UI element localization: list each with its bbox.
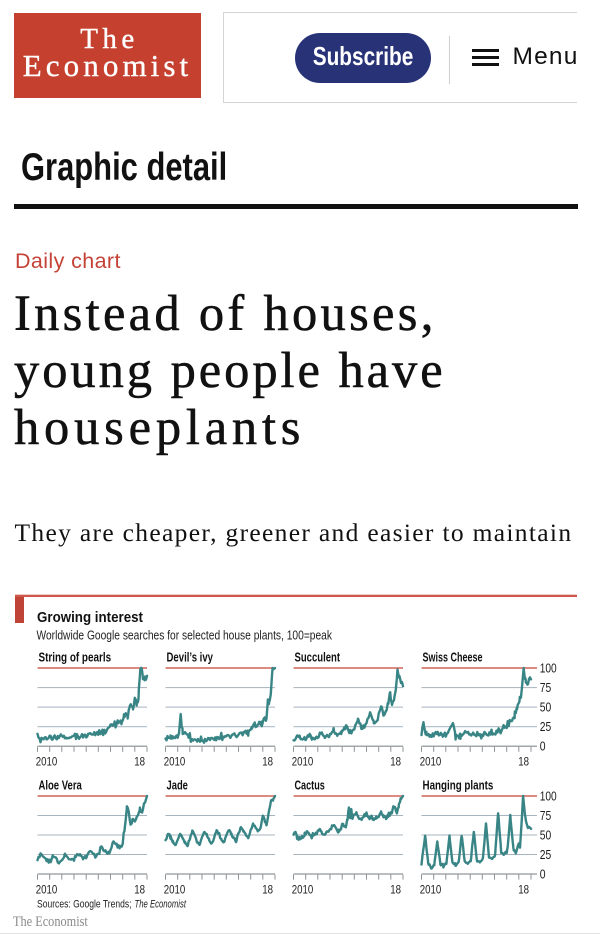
- svg-text:18: 18: [262, 882, 273, 896]
- svg-text:18: 18: [262, 755, 273, 769]
- svg-text:2010: 2010: [36, 882, 58, 896]
- svg-text:Succulent: Succulent: [295, 651, 341, 665]
- svg-text:Swiss Cheese: Swiss Cheese: [423, 651, 483, 665]
- svg-text:2010: 2010: [420, 755, 442, 769]
- svg-text:2010: 2010: [164, 882, 186, 896]
- svg-text:0: 0: [540, 739, 546, 754]
- svg-text:Worldwide Google searches for: Worldwide Google searches for selected h…: [37, 627, 333, 642]
- svg-text:50: 50: [540, 699, 552, 714]
- svg-text:18: 18: [390, 882, 401, 896]
- svg-text:18: 18: [518, 755, 529, 769]
- svg-text:0: 0: [540, 866, 546, 881]
- svg-text:2010: 2010: [292, 882, 314, 896]
- svg-text:Jade: Jade: [167, 779, 188, 793]
- svg-text:The Economist: The Economist: [135, 899, 187, 911]
- svg-text:Growing interest: Growing interest: [37, 610, 143, 626]
- svg-text:50: 50: [540, 827, 552, 842]
- svg-text:18: 18: [134, 882, 145, 896]
- svg-text:2010: 2010: [292, 755, 314, 769]
- svg-text:25: 25: [540, 847, 552, 862]
- svg-text:75: 75: [540, 808, 552, 823]
- svg-text:2010: 2010: [420, 882, 442, 896]
- svg-text:18: 18: [518, 882, 529, 896]
- svg-text:75: 75: [540, 680, 552, 695]
- svg-text:Hanging plants: Hanging plants: [423, 779, 494, 793]
- svg-text:String of pearls: String of pearls: [39, 651, 112, 665]
- svg-text:Cactus: Cactus: [295, 779, 325, 793]
- svg-text:100: 100: [540, 660, 557, 675]
- svg-text:2010: 2010: [164, 755, 186, 769]
- svg-text:Sources: Google Trends;: Sources: Google Trends;: [37, 899, 132, 911]
- svg-text:18: 18: [390, 755, 401, 769]
- svg-text:2010: 2010: [36, 755, 58, 769]
- svg-text:Aloe Vera: Aloe Vera: [39, 779, 83, 793]
- svg-text:Devil’s ivy: Devil’s ivy: [167, 651, 214, 665]
- svg-text:18: 18: [134, 755, 145, 769]
- svg-text:100: 100: [540, 788, 557, 803]
- svg-text:25: 25: [540, 719, 552, 734]
